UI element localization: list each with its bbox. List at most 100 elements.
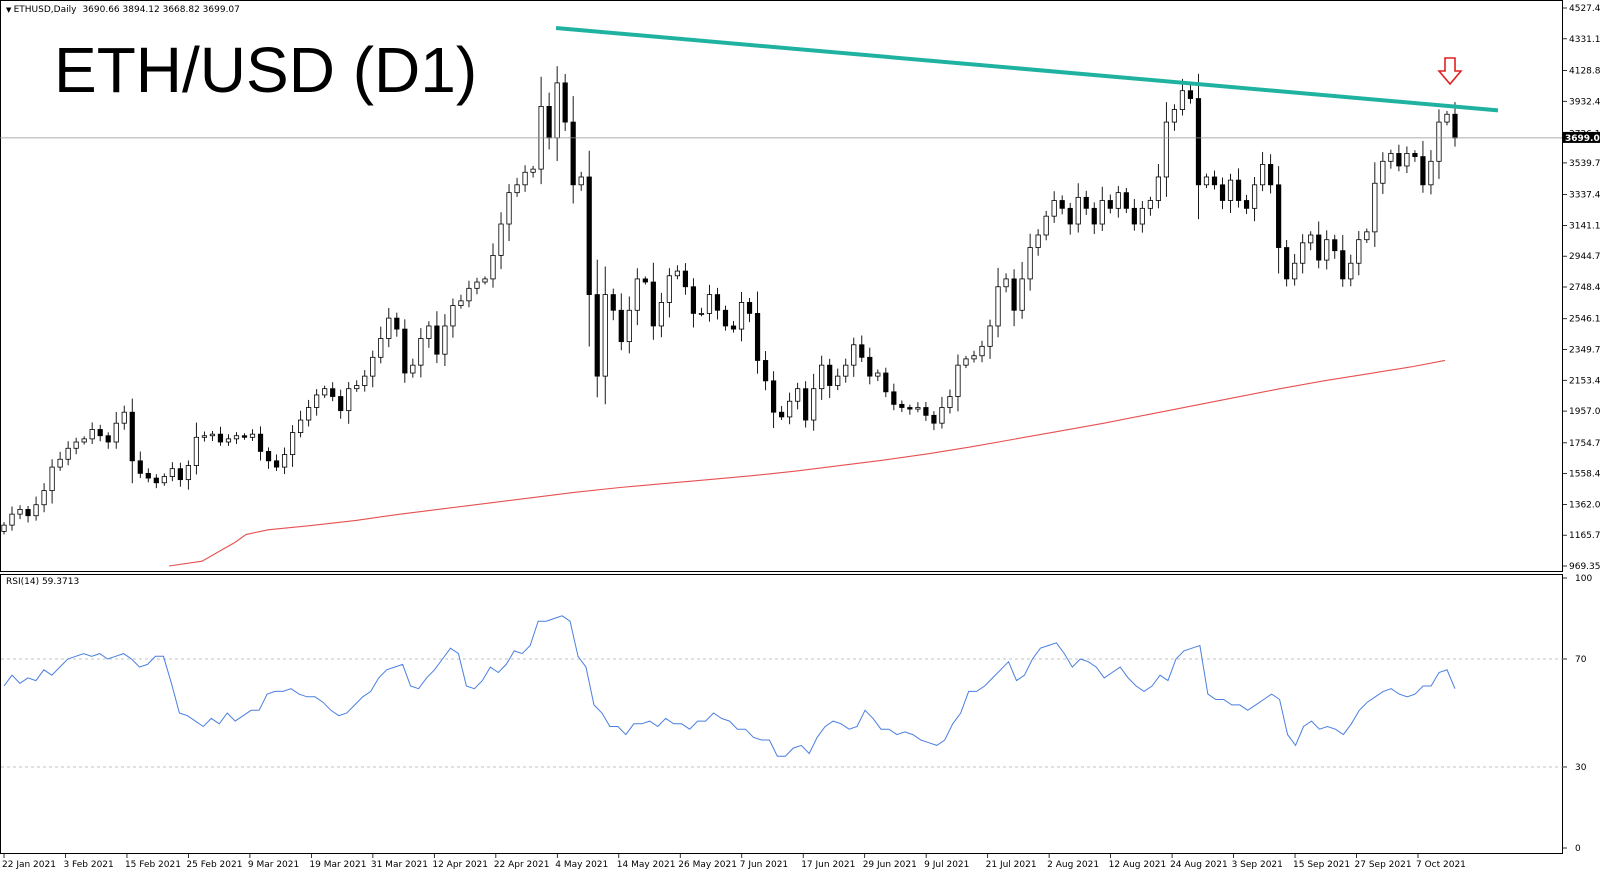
candle-bullish — [674, 270, 680, 277]
price-tick-label: 1165.70 — [1569, 531, 1600, 541]
candle-bearish — [1268, 164, 1274, 186]
candle-bullish — [322, 388, 328, 396]
date-tick-label: 2 Aug 2021 — [1047, 860, 1099, 870]
candle-bullish — [506, 192, 512, 225]
date-tick-label: 17 Jun 2021 — [801, 860, 855, 870]
price-tick-label: 2546.10 — [1569, 315, 1600, 325]
date-tick-label: 27 Sep 2021 — [1355, 860, 1412, 870]
candle-bearish — [1091, 207, 1097, 225]
candle-bullish — [233, 435, 240, 440]
candle-bullish — [9, 513, 15, 526]
candle-bearish — [145, 472, 151, 479]
candle-bearish — [907, 407, 913, 410]
rsi-tick-label: 30 — [1575, 763, 1587, 773]
candle-bullish — [1035, 234, 1041, 248]
candle-bearish — [754, 313, 761, 361]
price-tick-label: 1362.05 — [1569, 500, 1600, 510]
date-tick-label: 7 Jun 2021 — [740, 860, 788, 870]
candle-bullish — [193, 436, 199, 466]
candle-bearish — [1067, 207, 1073, 225]
candle-bullish — [738, 302, 745, 330]
current-price-tag-bg — [1563, 131, 1600, 143]
candle-bullish — [378, 338, 384, 358]
candle-bullish — [634, 278, 640, 311]
candle-bearish — [859, 344, 865, 358]
candle-bearish — [746, 302, 753, 314]
price-tick-label: 4128.80 — [1569, 67, 1600, 77]
date-tick-label: 29 Jun 2021 — [863, 860, 917, 870]
candle-bearish — [570, 121, 576, 186]
candle-bullish — [1043, 215, 1049, 236]
candle-bullish — [314, 394, 320, 408]
date-axis: 22 Jan 2021 3 Feb 2021 15 Feb 2021 25 Feb 2… — [2, 854, 1466, 870]
candle-bullish — [1348, 262, 1354, 280]
candle-bullish — [939, 407, 945, 424]
candle-bullish — [522, 171, 528, 186]
date-tick-label: 21 Jul 2021 — [986, 860, 1037, 870]
candle-bullish — [811, 388, 817, 421]
candle-bearish — [273, 460, 280, 468]
candle-bullish — [458, 300, 464, 306]
candle-bearish — [97, 429, 103, 437]
candle-bearish — [867, 356, 873, 377]
candle-bullish — [1324, 239, 1330, 261]
candle-bullish — [169, 468, 175, 477]
candle-bullish — [1147, 200, 1153, 209]
candle-bearish — [730, 325, 737, 330]
candle-bullish — [1, 524, 7, 532]
price-axis: 4527.454331.104128.803932.453726.103539.… — [1563, 4, 1600, 572]
candle-bearish — [1420, 156, 1426, 186]
candle-bullish — [73, 441, 79, 449]
candle-bullish — [466, 287, 472, 302]
candle-bullish — [1364, 231, 1370, 241]
candle-bearish — [690, 286, 697, 314]
candle-bullish — [1115, 192, 1121, 209]
candle-bullish — [987, 325, 993, 347]
candle-bullish — [281, 454, 288, 468]
price-panel-frame — [0, 0, 1563, 572]
candle-bullish — [578, 176, 584, 186]
current-price-value: 3699.07 — [1565, 134, 1600, 144]
candle-bullish — [1444, 113, 1450, 123]
candle-bullish — [1436, 121, 1442, 162]
candle-bullish — [666, 275, 672, 303]
candle-bullish — [1404, 153, 1410, 167]
candle-bullish — [530, 168, 536, 173]
candle-bullish — [698, 313, 705, 315]
price-tick-label: 1558.40 — [1569, 470, 1600, 480]
candle-bullish — [49, 466, 55, 492]
price-tick-label: 4527.45 — [1569, 4, 1600, 14]
candle-bullish — [113, 422, 119, 443]
date-tick-label: 26 May 2021 — [678, 860, 737, 870]
candle-bearish — [434, 325, 440, 355]
date-tick-label: 7 Oct 2021 — [1416, 860, 1466, 870]
candle-bullish — [1179, 90, 1186, 110]
candle-bullish — [289, 432, 296, 455]
candle-bearish — [1187, 90, 1194, 99]
candle-bullish — [81, 438, 87, 443]
price-tick-label: 2153.40 — [1569, 376, 1600, 386]
candle-bullish — [1027, 247, 1033, 280]
candle-bearish — [762, 360, 769, 382]
down-arrow-icon — [1437, 57, 1463, 86]
rsi-line — [3, 615, 1456, 757]
candle-bullish — [706, 294, 713, 314]
candle-bearish — [265, 451, 272, 462]
date-tick-label: 24 Aug 2021 — [1170, 860, 1228, 870]
candle-bullish — [602, 294, 608, 377]
candle-bearish — [402, 328, 408, 374]
price-tick-label: 2944.75 — [1569, 252, 1600, 262]
rsi-axis: 100 70 30 0 — [1, 574, 1592, 854]
candle-bullish — [498, 223, 504, 256]
candle-bullish — [819, 364, 825, 390]
candle-bearish — [1412, 153, 1418, 157]
candle-bullish — [1075, 196, 1081, 225]
candle-bearish — [394, 317, 400, 330]
moving-average-layer — [168, 359, 1446, 567]
candle-bullish — [362, 375, 368, 386]
candle-bearish — [899, 403, 905, 408]
rsi-panel-frame — [0, 574, 1563, 854]
date-tick-label: 3 Feb 2021 — [63, 860, 113, 870]
candle-bullish — [418, 338, 424, 366]
